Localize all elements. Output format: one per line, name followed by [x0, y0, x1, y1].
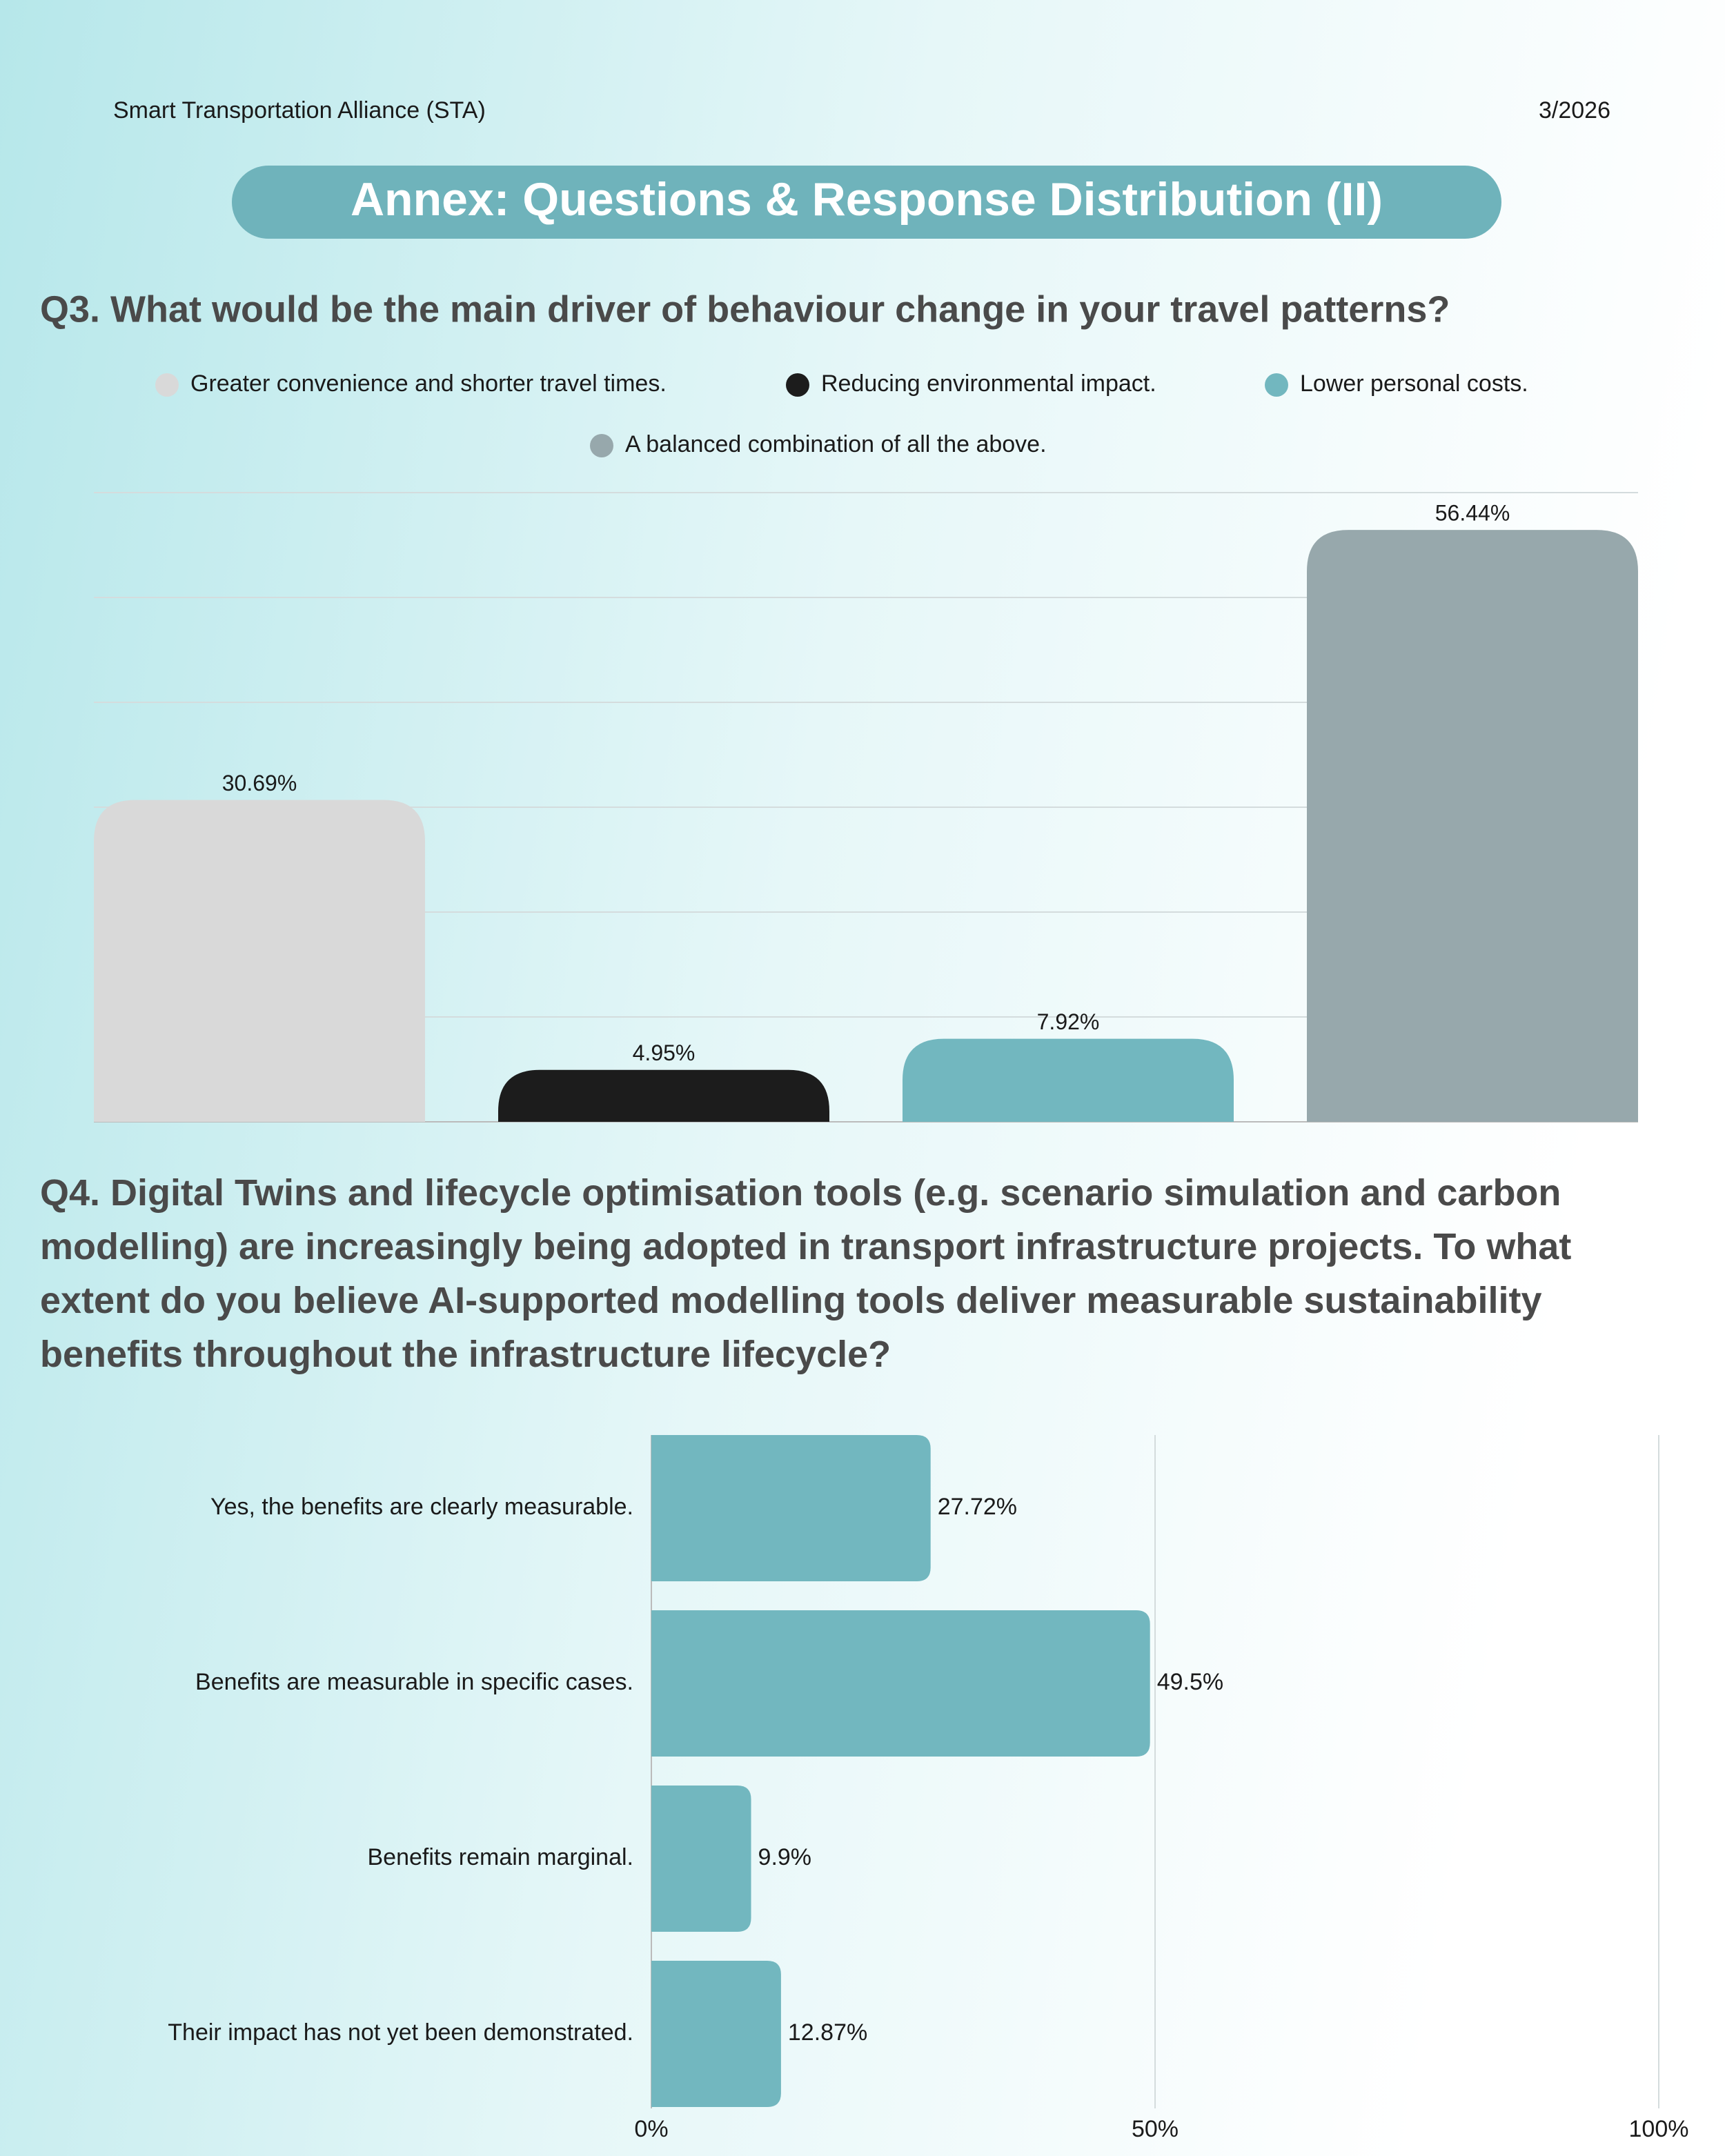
bar: [651, 1610, 1150, 1757]
bar: [94, 800, 425, 1122]
bar: [1307, 530, 1638, 1122]
value-label: 7.92%: [1037, 1009, 1100, 1034]
bar: [651, 1961, 781, 2107]
date: 3/2026: [1539, 97, 1610, 123]
category-label: Benefits are measurable in specific case…: [195, 1669, 633, 1695]
organization: Smart Transportation Alliance (STA): [113, 97, 486, 123]
legend-label: Reducing environmental impact.: [821, 370, 1156, 397]
value-label: 49.5%: [1157, 1669, 1223, 1695]
legend-swatch: [155, 373, 179, 397]
value-label: 30.69%: [222, 771, 297, 795]
legend-swatch: [1265, 373, 1288, 397]
bar: [498, 1069, 829, 1122]
legend-swatch: [786, 373, 809, 397]
category-label: Yes, the benefits are clearly measurable…: [210, 1494, 633, 1520]
bar: [903, 1038, 1234, 1122]
category-label: Their impact has not yet been demonstrat…: [168, 2019, 633, 2046]
category-label: Benefits remain marginal.: [367, 1844, 633, 1870]
value-label: 56.44%: [1435, 501, 1510, 526]
title-pill: [232, 166, 1501, 239]
q4-title: Q4. Digital Twins and lifecycle optimisa…: [40, 1172, 1572, 1375]
x-tick-label: 50%: [1132, 2116, 1179, 2142]
legend-label: A balanced combination of all the above.: [625, 431, 1047, 457]
legend-swatch: [590, 434, 613, 457]
x-tick-label: 0%: [634, 2116, 668, 2142]
value-label: 27.72%: [938, 1494, 1017, 1520]
legend-label: Lower personal costs.: [1300, 370, 1528, 397]
x-tick-label: 100%: [1629, 2116, 1689, 2142]
bar: [651, 1435, 931, 1581]
value-label: 4.95%: [633, 1040, 696, 1065]
value-label: 9.9%: [758, 1844, 812, 1870]
value-label: 12.87%: [788, 2019, 867, 2046]
bar: [651, 1786, 751, 1932]
q3-title: Q3. What would be the main driver of beh…: [40, 288, 1450, 330]
page-title: Annex: Questions & Response Distribution…: [351, 173, 1383, 226]
legend-label: Greater convenience and shorter travel t…: [190, 370, 667, 397]
